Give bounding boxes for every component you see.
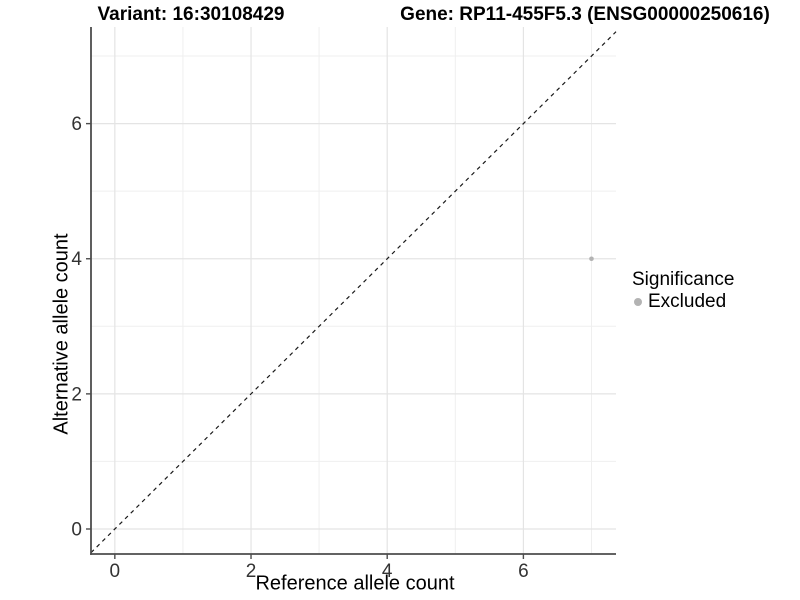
y-tick-label: 6 — [71, 114, 82, 135]
y-tick-label: 4 — [71, 249, 82, 270]
plot-title-gene: Gene: RP11-455F5.3 (ENSG00000250616) — [400, 4, 770, 25]
x-tick-label: 0 — [110, 561, 121, 582]
y-tick-label: 2 — [71, 384, 82, 405]
legend-title: Significance — [632, 269, 735, 290]
x-tick-label: 4 — [382, 561, 393, 582]
x-tick-label: 2 — [246, 561, 257, 582]
y-axis-label: Alternative allele count — [50, 233, 73, 435]
legend-item-excluded: Excluded — [632, 291, 734, 313]
plot-title-variant: Variant: 16:30108429 — [97, 4, 285, 25]
legend-key-dot-icon — [634, 298, 642, 306]
legend: Significance Excluded — [632, 268, 734, 313]
x-tick-label: 6 — [518, 561, 529, 582]
legend-item-label: Excluded — [648, 291, 727, 312]
x-axis-label: Reference allele count — [255, 572, 455, 595]
identity-dashed-line — [90, 31, 617, 554]
data-point-excluded — [589, 256, 594, 262]
y-tick-label: 0 — [71, 520, 82, 541]
